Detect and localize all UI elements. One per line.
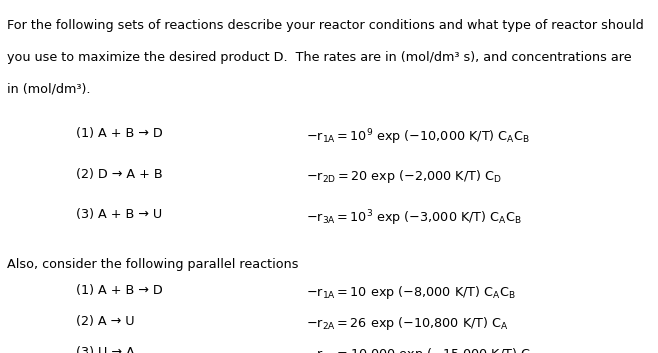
Text: $\mathsf{-r_{1A}= 10\ exp\ (-8{,}000\ K/T)\ C_AC_B}$: $\mathsf{-r_{1A}= 10\ exp\ (-8{,}000\ K/…	[306, 284, 516, 301]
Text: For the following sets of reactions describe your reactor conditions and what ty: For the following sets of reactions desc…	[7, 19, 644, 32]
Text: you use to maximize the desired product D.  The rates are in (mol/dm³ s), and co: you use to maximize the desired product …	[7, 51, 631, 64]
Text: $\mathsf{-r_{1A}= 10^{9}\ exp\ (-10{,}000\ K/T)\ C_AC_B}$: $\mathsf{-r_{1A}= 10^{9}\ exp\ (-10{,}00…	[306, 127, 530, 147]
Text: (2) A → U: (2) A → U	[76, 315, 134, 328]
Text: Also, consider the following parallel reactions: Also, consider the following parallel re…	[7, 258, 298, 271]
Text: (2) D → A + B: (2) D → A + B	[76, 168, 163, 181]
Text: $\mathsf{-r_{3U}= 10{,}000\ exp\ (-15{,}000\ K/T)\ C_U}$: $\mathsf{-r_{3U}= 10{,}000\ exp\ (-15{,}…	[306, 346, 537, 353]
Text: $\mathsf{-r_{2D}= 20\ exp\ (-2{,}000\ K/T)\ C_D}$: $\mathsf{-r_{2D}= 20\ exp\ (-2{,}000\ K/…	[306, 168, 502, 185]
Text: $\mathsf{-r_{3A}= 10^{3}\ exp\ (-3{,}000\ K/T)\ C_AC_B}$: $\mathsf{-r_{3A}= 10^{3}\ exp\ (-3{,}000…	[306, 208, 522, 228]
Text: $\mathsf{-r_{2A}= 26\ exp\ (-10{,}800\ K/T)\ C_A}$: $\mathsf{-r_{2A}= 26\ exp\ (-10{,}800\ K…	[306, 315, 509, 332]
Text: (1) A + B → D: (1) A + B → D	[76, 284, 163, 297]
Text: (3) A + B → U: (3) A + B → U	[76, 208, 162, 221]
Text: (3) U → A: (3) U → A	[76, 346, 134, 353]
Text: (1) A + B → D: (1) A + B → D	[76, 127, 163, 140]
Text: in (mol/dm³).: in (mol/dm³).	[7, 83, 90, 96]
